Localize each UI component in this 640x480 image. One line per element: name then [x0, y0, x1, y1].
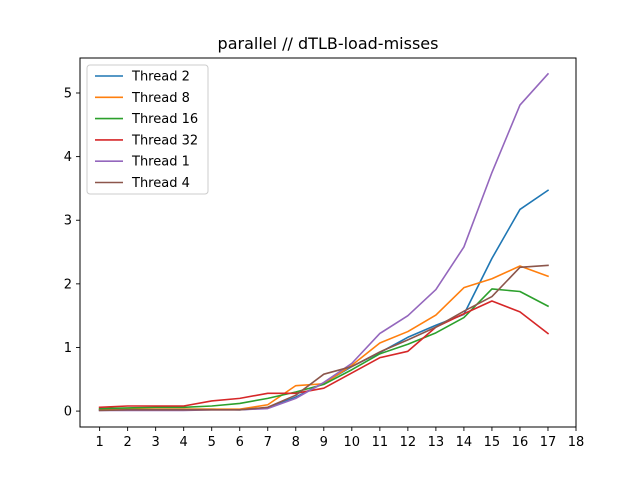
x-tick-label: 7	[264, 435, 272, 450]
y-tick-label: 3	[64, 214, 72, 229]
x-tick-label: 3	[152, 435, 160, 450]
x-tick-label: 6	[236, 435, 244, 450]
series-line-3	[98, 288, 550, 410]
legend-label-1: Thread 2	[131, 70, 190, 85]
y-tick-label: 4	[64, 150, 72, 165]
y-tick-label: 0	[64, 405, 72, 420]
chart-title: parallel // dTLB-load-misses	[218, 34, 439, 53]
series-line-4	[98, 300, 550, 409]
x-tick-label: 2	[123, 435, 131, 450]
y-tick-label: 5	[64, 86, 72, 101]
legend-label-6: Thread 4	[131, 176, 190, 191]
x-tick-label: 16	[512, 435, 529, 450]
x-tick-label: 17	[540, 435, 557, 450]
plot-frame	[79, 57, 577, 428]
series-lines	[98, 72, 550, 412]
x-tick-label: 5	[208, 435, 216, 450]
series-line-6	[98, 264, 549, 412]
legend-label-5: Thread 1	[131, 155, 190, 170]
x-tick-label: 11	[372, 435, 389, 450]
x-tick-label: 8	[292, 435, 300, 450]
legend-label-2: Thread 8	[131, 91, 190, 106]
legend: Thread 2 Thread 8 Thread 16 Thread 32 Thread…	[86, 64, 209, 195]
y-tick-label: 2	[64, 277, 72, 292]
x-tick-label: 10	[344, 435, 361, 450]
x-tick-label: 13	[428, 435, 445, 450]
legend-label-4: Thread 32	[131, 133, 198, 148]
x-axis: 1 2 3 4 5 6 7 8 9 10 11 12 13 14 15 16 17 18	[95, 427, 584, 450]
y-tick-label: 1	[64, 341, 72, 356]
x-tick-label: 14	[456, 435, 473, 450]
x-tick-label: 12	[400, 435, 417, 450]
x-tick-label: 1	[95, 435, 103, 450]
y-axis: 0 1 2 3 4 5	[64, 86, 80, 420]
x-tick-label: 9	[320, 435, 328, 450]
x-tick-label: 18	[568, 435, 585, 450]
x-tick-label: 15	[484, 435, 501, 450]
legend-label-3: Thread 16	[131, 112, 198, 127]
x-tick-label: 4	[180, 435, 188, 450]
